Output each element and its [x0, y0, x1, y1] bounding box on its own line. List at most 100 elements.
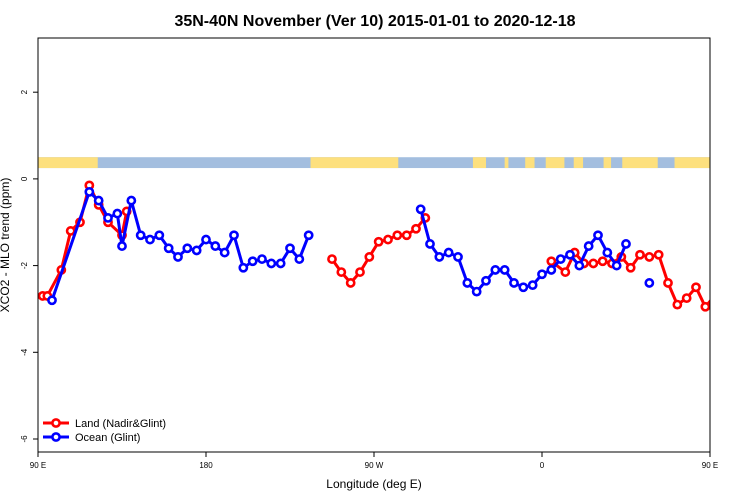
y-tick-label: 0: [20, 176, 29, 181]
data-point: [434, 252, 445, 262]
x-axis-label: Longitude (deg E): [326, 477, 421, 491]
data-point: [583, 241, 594, 251]
land-band: [545, 157, 565, 169]
data-point: [303, 230, 314, 241]
data-point: [364, 252, 375, 262]
data-point: [644, 278, 655, 288]
data-point: [112, 208, 123, 219]
land-band: [674, 157, 710, 169]
data-point: [509, 278, 519, 288]
data-point: [154, 230, 165, 241]
data-point: [597, 256, 608, 267]
data-point: [425, 239, 435, 249]
legend-swatch-marker: [51, 418, 61, 428]
x-axis: 90 E 180 90 W 0 90 E: [30, 452, 718, 470]
series-land: [38, 180, 746, 312]
data-point: [653, 249, 664, 260]
data-point: [593, 230, 603, 241]
y-tick-label: -6: [20, 435, 29, 443]
data-point: [210, 241, 221, 251]
data-point: [546, 256, 557, 267]
data-point: [739, 227, 746, 234]
data-point: [462, 278, 473, 288]
data-point: [518, 282, 529, 293]
legend-swatch-marker: [51, 432, 61, 442]
land-band: [504, 157, 509, 169]
legend-label: Land (Nadir&Glint): [75, 418, 166, 430]
data-point: [691, 282, 701, 293]
y-axis: 2 0 -2 -4 -6: [20, 89, 38, 443]
series-ocean: [47, 186, 741, 306]
data-point: [471, 286, 482, 297]
data-point: [588, 258, 599, 269]
data-point: [700, 301, 710, 312]
data-point: [602, 247, 613, 258]
data-point: [285, 243, 295, 254]
data-point: [345, 278, 356, 288]
land-band: [38, 157, 98, 169]
data-point: [47, 295, 57, 306]
data-point: [415, 204, 426, 215]
data-point: [163, 243, 174, 254]
data-point: [201, 234, 211, 245]
data-point: [560, 267, 571, 277]
data-point: [625, 262, 636, 273]
data-point: [182, 243, 193, 254]
data-point: [401, 230, 412, 241]
data-point: [453, 252, 463, 262]
series-layer: [38, 180, 746, 312]
data-point: [275, 258, 286, 269]
data-point: [663, 278, 673, 288]
data-point: [672, 299, 683, 310]
land-band: [744, 157, 748, 168]
data-point: [383, 234, 393, 245]
data-point: [93, 195, 104, 206]
data-point: [126, 195, 137, 206]
land-band: [472, 157, 486, 169]
data-point: [527, 280, 538, 290]
chart-title: 35N-40N November (Ver 10) 2015-01-01 to …: [174, 13, 575, 30]
series-line: [550, 251, 710, 309]
data-point: [135, 230, 146, 241]
y-tick-label: -4: [20, 348, 29, 356]
data-point: [238, 262, 249, 273]
land-band: [310, 157, 399, 169]
data-point: [373, 236, 384, 247]
land-band: [603, 157, 612, 169]
x-tick-label: 90 E: [30, 461, 46, 470]
data-point: [411, 223, 421, 234]
data-point: [336, 267, 347, 277]
data-point: [621, 239, 631, 249]
land-band: [525, 157, 535, 169]
data-point: [490, 265, 501, 275]
data-point: [681, 293, 692, 304]
data-point: [734, 297, 741, 304]
data-point: [65, 226, 76, 236]
data-point: [173, 252, 183, 262]
data-point: [247, 256, 258, 267]
x-tick-label: 0: [540, 461, 545, 470]
data-point: [635, 249, 645, 260]
x-tick-label: 180: [199, 461, 213, 470]
x-tick-label: 90 E: [702, 461, 718, 470]
data-point: [565, 249, 575, 260]
data-point: [84, 186, 95, 197]
legend: Land (Nadir&Glint) Ocean (Glint): [43, 418, 166, 444]
data-point: [481, 275, 491, 286]
data-point: [555, 254, 566, 264]
data-point: [103, 213, 113, 223]
data-point: [644, 252, 655, 262]
land-band: [573, 157, 584, 169]
x-tick-label: 90 W: [365, 461, 384, 470]
data-point: [294, 254, 305, 264]
data-point: [355, 267, 365, 277]
y-tick-label: -2: [20, 261, 29, 269]
data-point: [266, 258, 277, 269]
land-band: [622, 157, 658, 169]
data-point: [191, 245, 202, 256]
data-point: [546, 265, 557, 275]
data-point: [611, 260, 622, 271]
data-point: [257, 254, 267, 264]
data-point: [720, 292, 727, 299]
